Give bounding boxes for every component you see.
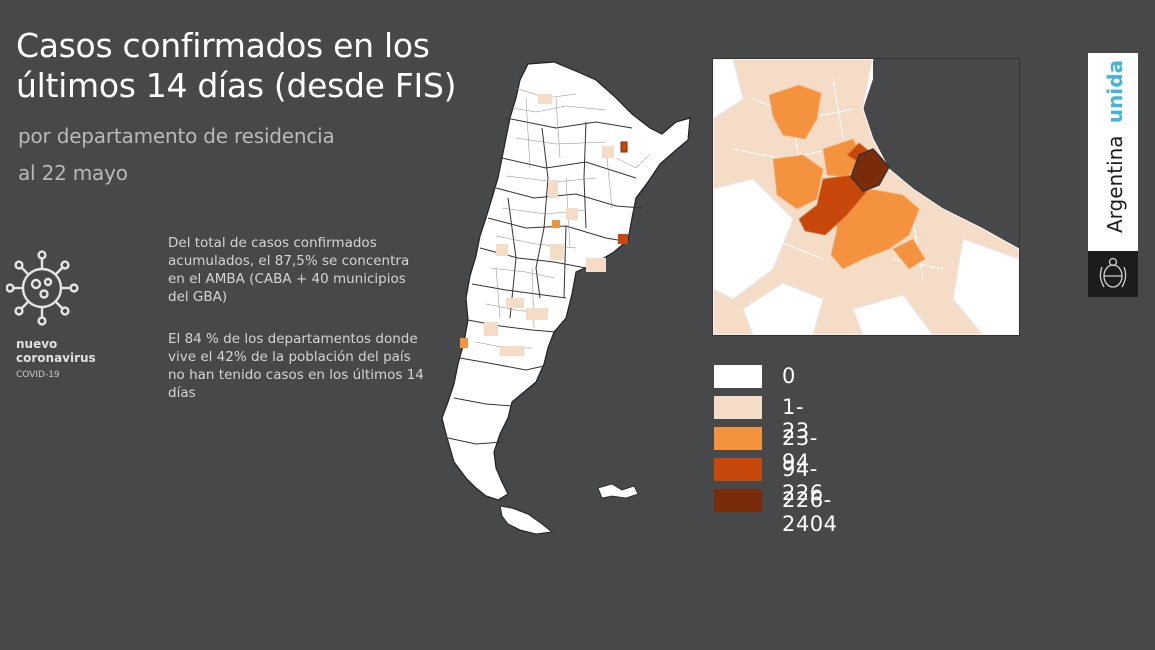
legend-label: 94-226 <box>782 457 824 505</box>
campaign-label-line1: nuevo <box>16 337 58 351</box>
legend-swatch <box>714 365 762 388</box>
info-paragraph-amba: Del total de casos confirmados acumulado… <box>168 235 410 305</box>
info-paragraph-departments: El 84 % de los departamentos donde vive … <box>168 331 424 401</box>
report-date: al 22 mayo <box>18 161 128 185</box>
brand-seal <box>1088 251 1138 297</box>
legend-label: 0 <box>782 364 796 388</box>
amba-inset-svg <box>713 59 1019 335</box>
legend-swatch <box>714 489 762 512</box>
legend-label: 23-94 <box>782 426 818 474</box>
brand-word-argentina: Argentina <box>1103 135 1127 233</box>
argentina-mainland <box>441 61 691 501</box>
svg-text:Argentina unida: Argentina unida <box>1103 60 1127 233</box>
campaign-label: nuevo coronavirus <box>16 337 96 365</box>
page-subtitle: por departamento de residencia <box>18 124 335 148</box>
malvinas-islands <box>597 483 639 499</box>
brand-wordmark: Argentina unida <box>1103 60 1127 233</box>
tierra-del-fuego <box>499 505 554 535</box>
legend-label: 1-23 <box>782 395 810 443</box>
campaign-logo <box>5 248 126 332</box>
campaign-sub: COVID-19 <box>16 370 60 380</box>
legend-swatch <box>714 396 762 419</box>
inset-orange-departments <box>768 84 926 270</box>
rio-de-la-plata <box>863 59 1019 249</box>
legend-swatch <box>714 458 762 481</box>
virus-icon <box>5 250 79 326</box>
legend-label: 226-2404 <box>782 488 838 536</box>
argentina-map <box>441 61 691 535</box>
inset-white-departments <box>713 59 1019 335</box>
argentina-unida-logo: Argentina unida <box>1088 53 1138 297</box>
page-title: Casos confirmados en los últimos 14 días… <box>16 26 457 105</box>
legend-swatch <box>714 427 762 450</box>
campaign-label-line2: coronavirus <box>16 351 96 365</box>
brand-word-unida: unida <box>1103 60 1127 123</box>
affected-departments <box>460 94 628 356</box>
inset-caba-department <box>850 148 890 192</box>
coat-of-arms-icon <box>1099 257 1127 288</box>
amba-inset-map <box>712 58 1020 336</box>
